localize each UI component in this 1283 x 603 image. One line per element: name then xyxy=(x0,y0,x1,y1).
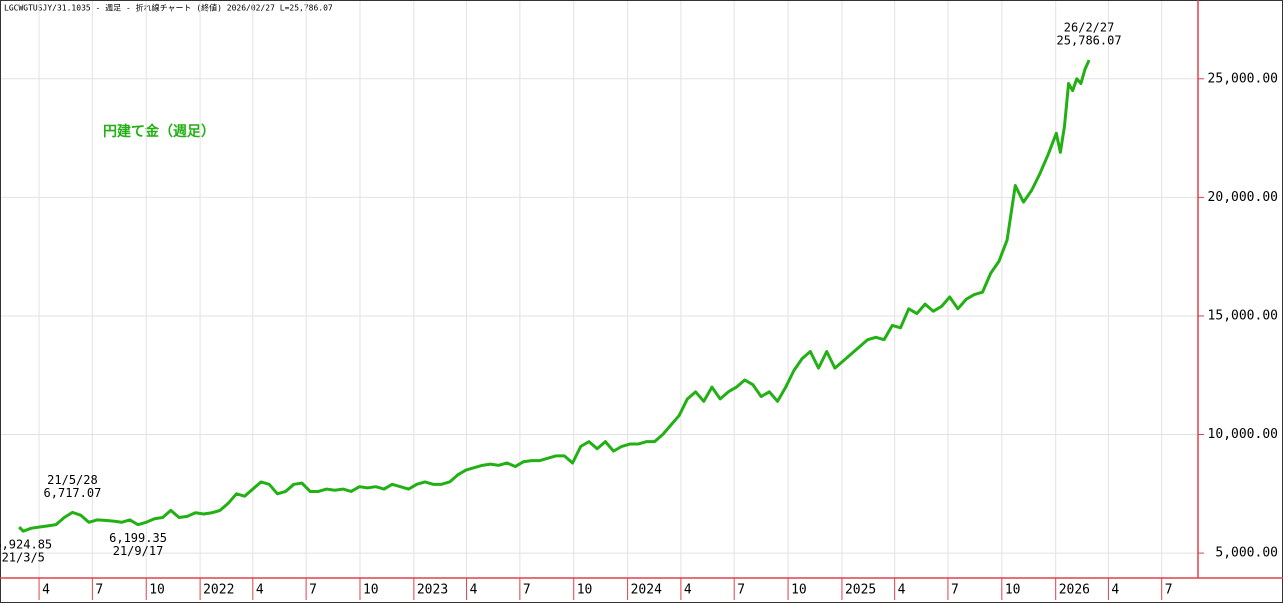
x-tick-label: 4 xyxy=(898,583,906,598)
annotation: 26/2/27 xyxy=(1064,21,1115,35)
annotation: 21/9/17 xyxy=(113,544,164,558)
x-tick-label: 2025 xyxy=(845,583,876,598)
x-tick-label: 7 xyxy=(309,583,317,598)
x-tick-label: 7 xyxy=(951,583,959,598)
x-tick-label: 2026 xyxy=(1059,583,1090,598)
x-tick-label: 2024 xyxy=(631,583,662,598)
x-tick-label: 4 xyxy=(1111,583,1119,598)
x-tick-label: 10 xyxy=(1005,583,1021,598)
x-tick-label: 10 xyxy=(149,583,165,598)
x-tick-label: 7 xyxy=(1165,583,1173,598)
x-tick-label: 7 xyxy=(523,583,531,598)
y-tick-label: 5,000.00 xyxy=(1215,546,1278,561)
line-series xyxy=(18,59,1091,533)
x-tick-label: 4 xyxy=(256,583,264,598)
x-tick-label: 4 xyxy=(684,583,692,598)
x-tick-label: 10 xyxy=(577,583,593,598)
x-tick-label: 4 xyxy=(470,583,478,598)
y-tick-label: 25,000.00 xyxy=(1208,71,1278,86)
annotation: 25,786.07 xyxy=(1057,34,1122,48)
x-tick-label: 2022 xyxy=(203,583,234,598)
y-tick-label: 10,000.00 xyxy=(1208,427,1278,442)
annotation: 6,717.07 xyxy=(44,486,102,500)
x-tick-label: 4 xyxy=(42,583,50,598)
x-tick-label: 7 xyxy=(737,583,745,598)
annotation: 21/5/28 xyxy=(47,473,98,487)
y-tick-label: 20,000.00 xyxy=(1208,190,1278,205)
x-tick-label: 7 xyxy=(95,583,103,598)
annotation: 5,924.85 xyxy=(0,538,52,552)
x-tick-label: 10 xyxy=(791,583,807,598)
x-tick-label: 2023 xyxy=(417,583,448,598)
annotation: 6,199.35 xyxy=(109,531,167,545)
y-tick-label: 15,000.00 xyxy=(1208,308,1278,323)
x-tick-label: 10 xyxy=(363,583,379,598)
header: LGCWGTUSJY/31.1035 - 週足 - 折れ線チャート (終値) 2… xyxy=(4,3,333,13)
annotation: 21/3/5 xyxy=(2,551,45,565)
chart-title: 円建て金（週足） xyxy=(103,123,215,140)
